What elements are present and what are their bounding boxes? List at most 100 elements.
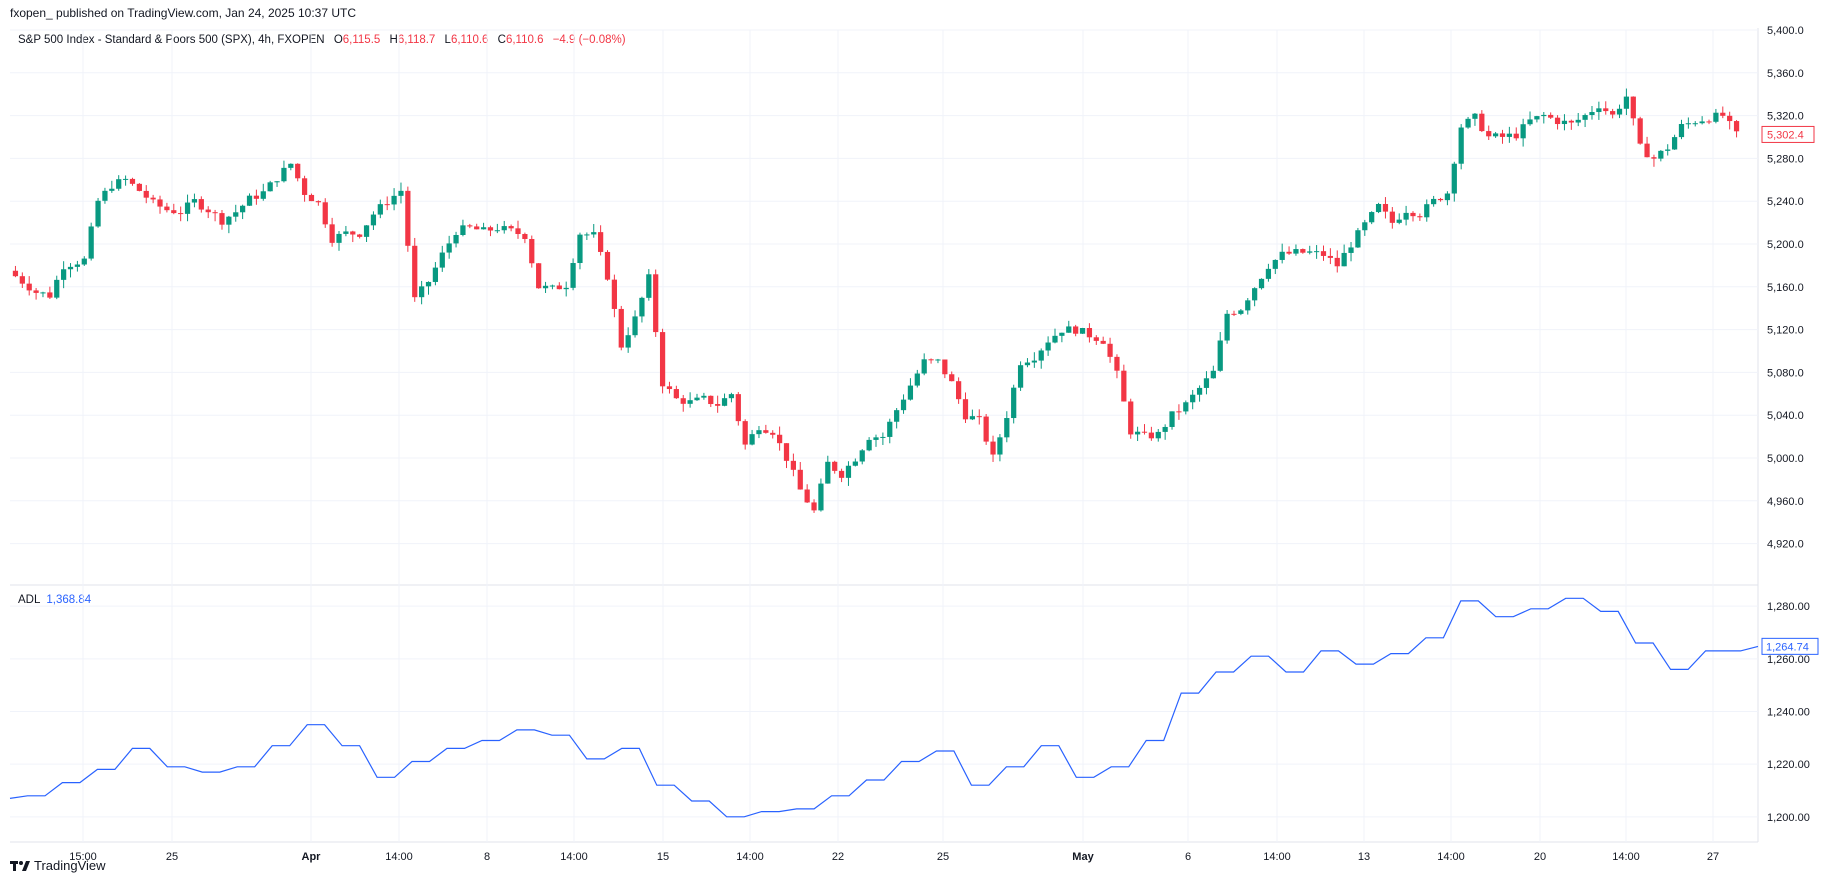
candle-body — [907, 385, 914, 400]
candle-body — [233, 212, 239, 217]
candle-body — [1561, 120, 1568, 125]
candle-body — [191, 199, 198, 203]
candle-body — [267, 182, 273, 192]
candle-body — [198, 199, 204, 210]
candle-body — [611, 279, 618, 309]
candle-body — [391, 195, 397, 205]
x-tick-label: 15 — [657, 851, 669, 863]
candle-body — [102, 190, 108, 201]
candle-body — [1224, 313, 1230, 341]
candle-body — [983, 416, 989, 442]
candle-body — [357, 234, 363, 237]
candle-body — [1176, 411, 1182, 413]
candle-body — [1141, 431, 1148, 433]
candle-body — [377, 204, 383, 215]
candle-body — [40, 292, 46, 294]
price-tick-label: 5,320.0 — [1767, 111, 1804, 123]
candle-body — [1031, 360, 1037, 363]
candle-body — [1403, 212, 1409, 220]
last-price-label: 5,302.4 — [1767, 129, 1804, 141]
candle-body — [1100, 340, 1106, 344]
candle-body — [1341, 252, 1347, 267]
candle-body — [508, 226, 514, 229]
candle-body — [1369, 212, 1375, 223]
price-tick-label: 5,200.0 — [1767, 239, 1804, 251]
candle-body — [1410, 212, 1416, 217]
candle-body — [1258, 278, 1265, 289]
candle-body — [921, 359, 927, 374]
candle-body — [501, 226, 507, 231]
candle-body — [556, 285, 562, 290]
candle-body — [1451, 163, 1457, 194]
high-label: H — [389, 34, 398, 46]
candle-body — [1610, 111, 1616, 115]
candle-body — [1348, 247, 1354, 253]
candle-body — [1300, 249, 1306, 253]
candle-body — [1238, 310, 1244, 314]
candle-body — [1162, 426, 1168, 432]
candle-body — [1479, 113, 1485, 132]
candle-body — [446, 243, 452, 253]
x-tick-label: 14:00 — [385, 851, 413, 863]
candle-body — [26, 283, 32, 291]
candle-body — [570, 263, 576, 288]
candle-body — [260, 191, 266, 199]
candle-body — [432, 267, 439, 282]
candle-body — [171, 210, 177, 214]
candle-body — [1327, 255, 1333, 258]
tradingview-brand[interactable]: TradingView — [10, 858, 106, 873]
candle-body — [832, 461, 838, 471]
candle-body — [1431, 198, 1437, 205]
adl-series-line — [9, 597, 1759, 818]
candle-body — [295, 163, 301, 179]
candle-body — [178, 213, 184, 215]
x-tick-label: 20 — [1534, 851, 1546, 863]
adl-name[interactable]: ADL — [18, 594, 41, 606]
candle-body — [467, 225, 473, 227]
candle-body — [281, 167, 287, 182]
candle-body — [838, 470, 845, 478]
candle-body — [1059, 332, 1065, 336]
price-tick-label: 5,280.0 — [1767, 153, 1804, 165]
high-value: 6,118.7 — [397, 34, 436, 46]
candle-body — [1362, 222, 1368, 231]
candle-body — [1527, 119, 1533, 125]
candle-body — [1004, 418, 1010, 438]
candle-body — [666, 386, 673, 390]
candle-body — [205, 209, 211, 213]
candle-body — [453, 234, 459, 244]
candle-body — [873, 437, 879, 440]
x-tick-label: May — [1072, 851, 1094, 863]
candle-body — [1437, 198, 1444, 201]
candle-body — [976, 416, 982, 418]
candle-body — [1541, 114, 1547, 117]
candle-body — [1678, 124, 1685, 138]
candle-body — [990, 441, 996, 455]
candle-body — [47, 292, 53, 298]
x-tick-label: 8 — [484, 851, 490, 863]
candle-body — [1093, 337, 1099, 341]
candle-body — [1320, 251, 1327, 256]
price-tick-label: 5,400.0 — [1767, 25, 1804, 37]
symbol-title[interactable]: S&P 500 Index - Standard & Poors 500 (SP… — [18, 34, 325, 46]
candle-body — [1045, 342, 1051, 351]
candle-body — [1017, 365, 1024, 388]
candle-body — [1472, 113, 1478, 119]
candle-body — [1499, 133, 1506, 137]
candle-body — [61, 269, 67, 280]
candle-body — [1231, 313, 1237, 315]
candle-body — [384, 204, 390, 206]
candle-body — [639, 297, 645, 317]
candle-body — [329, 224, 335, 243]
candle-body — [749, 434, 755, 445]
candle-body — [1183, 402, 1189, 412]
adl-value: 1,368.84 — [46, 594, 92, 606]
candle-body — [1603, 108, 1609, 112]
candle-body — [487, 227, 494, 231]
candle-body — [12, 270, 19, 277]
x-tick-label: 25 — [166, 851, 178, 863]
candle-body — [591, 232, 597, 235]
candle-body — [136, 183, 142, 191]
candle-body — [253, 195, 260, 199]
